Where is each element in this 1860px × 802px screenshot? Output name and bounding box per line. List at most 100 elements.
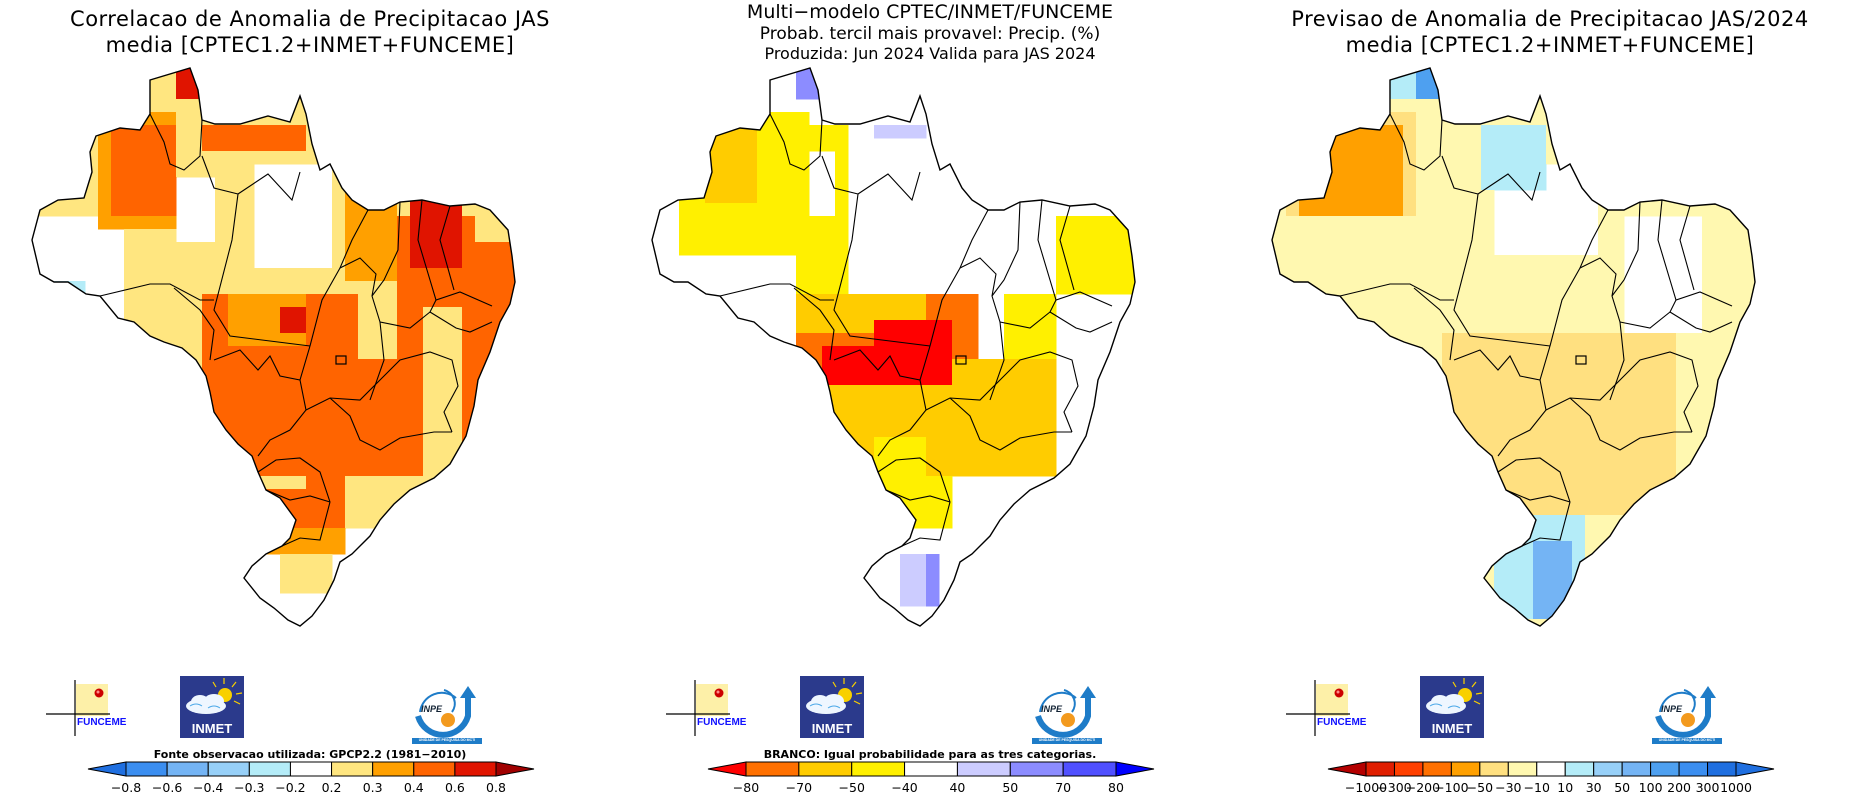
grid-cell — [1533, 489, 1547, 503]
grid-cell — [514, 333, 515, 347]
grid-cell — [1351, 268, 1365, 282]
grid-cell — [150, 450, 164, 464]
state-border — [329, 397, 452, 451]
grid-cell — [1429, 333, 1443, 347]
grid-cell — [1004, 359, 1018, 373]
grid-cell — [358, 398, 372, 412]
grid-cell — [1481, 177, 1495, 191]
grid-cell — [410, 515, 424, 529]
grid-cell — [1416, 359, 1430, 373]
grid-cell — [215, 372, 229, 386]
grid-cell — [1715, 281, 1729, 295]
grid-cell — [1429, 619, 1443, 626]
grid-cell — [384, 320, 398, 334]
grid-cell — [1351, 632, 1365, 646]
grid-cell — [137, 502, 151, 516]
grid-cell — [306, 411, 320, 425]
grid-cell — [423, 68, 437, 74]
grid-cell — [1455, 541, 1469, 555]
grid-cell — [1272, 125, 1274, 139]
grid-cell — [449, 424, 463, 438]
grid-cell — [462, 190, 476, 204]
grid-cell — [1312, 632, 1326, 646]
grid-cell — [1043, 463, 1057, 477]
grid-cell — [1494, 385, 1508, 399]
grid-cell — [1299, 112, 1313, 126]
colorbar-correlation: −0.8 −0.6 −0.4 −0.3 −0.2 0.2 0.3 0.4 0.6 0.8 — [87, 761, 535, 795]
grid-cell — [176, 463, 190, 477]
grid-cell — [163, 463, 177, 477]
grid-cell — [848, 307, 862, 321]
grid-cell — [1272, 372, 1274, 386]
grid-cell — [462, 333, 476, 347]
grid-cell — [1299, 190, 1313, 204]
grid-cell — [137, 307, 151, 321]
grid-cell — [1689, 580, 1703, 594]
grid-cell — [1611, 190, 1625, 204]
grid-cell — [280, 541, 294, 555]
grid-cell — [1455, 68, 1469, 74]
grid-cell — [1416, 73, 1430, 87]
grid-cell — [449, 216, 463, 230]
grid-cell — [744, 164, 758, 178]
colorbar-note: Fonte observacao utilizada: GPCP2.2 (198… — [153, 748, 467, 761]
grid-cell — [163, 68, 177, 74]
grid-cell — [1325, 320, 1339, 334]
grid-cell — [1312, 619, 1326, 626]
grid-cell — [1767, 632, 1781, 646]
grid-cell — [1286, 554, 1300, 568]
grid-cell — [33, 138, 47, 152]
grid-cell — [835, 138, 849, 152]
grid-cell — [1533, 437, 1547, 451]
grid-cell — [189, 333, 203, 347]
grid-cell — [822, 242, 836, 256]
grid-cell — [1299, 411, 1313, 425]
grid-cell — [514, 268, 515, 282]
grid-cell — [1108, 216, 1122, 230]
colorbar-extend-low — [707, 761, 747, 777]
grid-cell — [1286, 268, 1300, 282]
grid-cell — [475, 242, 489, 256]
grid-cell — [306, 437, 320, 451]
grid-cell — [1364, 528, 1378, 542]
grid-cell — [241, 190, 255, 204]
grid-cell — [1312, 645, 1326, 659]
grid-cell — [488, 164, 502, 178]
grid-cell — [1559, 281, 1573, 295]
grid-cell — [1325, 450, 1339, 464]
grid-cell — [228, 125, 242, 139]
state-border — [1497, 457, 1571, 503]
colorbar-swatch — [1564, 761, 1595, 777]
grid-cell — [1598, 632, 1612, 646]
grid-cell — [1442, 125, 1456, 139]
grid-cell — [1507, 437, 1521, 451]
grid-cell — [1273, 73, 1287, 87]
grid-cell — [1299, 541, 1313, 555]
grid-cell — [189, 515, 203, 529]
grid-cell — [1377, 307, 1391, 321]
grid-cell — [783, 151, 797, 165]
grid-cell — [1689, 554, 1703, 568]
grid-cell — [449, 255, 463, 269]
grid-cell — [1663, 203, 1677, 217]
grid-cell — [835, 437, 849, 451]
grid-cell — [1390, 580, 1404, 594]
grid-cell — [1598, 476, 1612, 490]
grid-cell — [1533, 281, 1547, 295]
grid-cell — [46, 190, 60, 204]
grid-cell — [293, 268, 307, 282]
grid-cell — [1676, 125, 1690, 139]
grid-cell — [1546, 411, 1560, 425]
grid-cell — [1572, 73, 1586, 87]
grid-cell — [202, 242, 216, 256]
grid-cell — [267, 398, 281, 412]
grid-cell — [1390, 68, 1404, 74]
grid-cell — [1351, 619, 1365, 626]
grid-cell — [1429, 372, 1443, 386]
grid-cell — [1390, 502, 1404, 516]
grid-cell — [72, 73, 86, 87]
grid-cell — [939, 307, 953, 321]
grid-cell — [1416, 281, 1430, 295]
grid-cell — [1377, 593, 1391, 607]
grid-cell — [241, 385, 255, 399]
